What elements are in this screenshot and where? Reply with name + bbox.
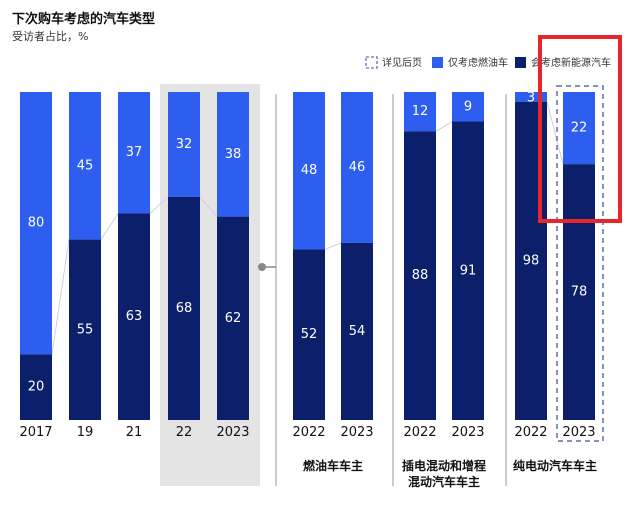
x-tick-label: 2023: [216, 425, 249, 440]
data-label-fuel: 32: [176, 137, 193, 152]
data-label-nev: 78: [571, 285, 588, 300]
bar-segment-nev: [217, 216, 249, 420]
bar-segment-fuel: [20, 92, 52, 355]
group-label: 纯电动汽车车主: [513, 458, 597, 473]
connector-line: [324, 242, 342, 250]
x-tick-label: 2023: [340, 425, 373, 440]
legend-fuel-swatch: [432, 57, 443, 68]
bars-layer: [20, 92, 595, 421]
labels-layer: 20 80 2017 55 45 19 63 37 21 68 32 22 62 38 2023 52 48 20…: [19, 90, 597, 489]
data-label-fuel: 9: [464, 99, 472, 114]
data-label-fuel: 12: [412, 104, 429, 119]
data-label-nev: 55: [77, 322, 94, 337]
data-label-fuel: 37: [126, 145, 143, 160]
data-label-fuel: 80: [28, 216, 45, 231]
connector-lines: [51, 101, 564, 355]
chart-subtitle: 受访者占比，%: [12, 30, 89, 43]
x-tick-label: 2023: [451, 425, 484, 440]
group-label: 插电混动和增程: [402, 458, 486, 473]
data-label-fuel: 38: [225, 147, 242, 162]
data-label-nev: 62: [225, 311, 242, 326]
data-label-fuel: 48: [301, 163, 318, 178]
connector-line: [51, 239, 70, 355]
connector-line: [149, 196, 169, 214]
x-tick-label: 19: [77, 425, 94, 440]
legend-detail-swatch: [365, 56, 378, 69]
bar-segment-fuel: [452, 92, 484, 122]
connector-line: [100, 213, 119, 240]
bar-segment-fuel: [217, 92, 249, 217]
bar-segment-nev: [563, 164, 595, 420]
connector-line: [435, 121, 453, 132]
bar-segment-nev: [20, 354, 52, 420]
data-label-nev: 91: [460, 263, 477, 278]
bar-segment-fuel: [341, 92, 373, 243]
data-label-fuel: 22: [571, 121, 588, 136]
x-tick-label: 2017: [19, 425, 52, 440]
bar-segment-nev: [452, 121, 484, 421]
x-tick-label: 2022: [514, 425, 547, 440]
data-label-nev: 63: [126, 309, 143, 324]
legend-fuel-label: 仅考虑燃油车: [448, 56, 508, 69]
data-label-fuel: 46: [349, 160, 366, 175]
connector-line: [199, 196, 218, 217]
x-tick-label: 2023: [562, 425, 595, 440]
bar-segment-nev: [69, 239, 101, 420]
bar-segment-nev: [168, 196, 200, 420]
legend-nev-swatch: [515, 57, 526, 68]
x-tick-label: 2022: [292, 425, 325, 440]
bar-segment-nev: [404, 131, 436, 421]
bar-segment-fuel: [563, 92, 595, 165]
bar-segment-fuel: [168, 92, 200, 197]
chart-title: 下次购车考虑的汽车类型: [12, 12, 156, 27]
connector-line: [546, 101, 564, 165]
highlight-dashed-box: [556, 85, 604, 442]
data-label-fuel: 3: [527, 90, 535, 105]
data-label-nev: 54: [349, 324, 366, 339]
legend-detail-label: 详见后页: [382, 56, 422, 69]
highlight-red-box: [538, 35, 622, 223]
bar-segment-nev: [118, 213, 150, 420]
data-label-nev: 88: [412, 268, 429, 283]
bar-segment-fuel: [515, 92, 547, 102]
bar-segment-nev: [293, 249, 325, 420]
data-label-fuel: 45: [77, 158, 94, 173]
legend: 详见后页 仅考虑燃油车 会考虑新能源汽车: [365, 56, 611, 69]
data-label-nev: 98: [523, 253, 540, 268]
data-label-nev: 20: [28, 380, 45, 395]
group-label: 混动汽车车主: [408, 474, 480, 489]
bar-segment-fuel: [118, 92, 150, 214]
data-label-nev: 68: [176, 301, 193, 316]
x-tick-label: 22: [176, 425, 193, 440]
bar-segment-fuel: [69, 92, 101, 240]
data-label-nev: 52: [301, 327, 318, 342]
x-tick-label: 2022: [403, 425, 436, 440]
bar-segment-fuel: [404, 92, 436, 132]
x-tick-label: 21: [126, 425, 143, 440]
group-label: 燃油车车主: [303, 458, 363, 473]
legend-nev-label: 会考虑新能源汽车: [531, 56, 611, 69]
bar-segment-fuel: [293, 92, 325, 250]
bar-segment-nev: [341, 242, 373, 420]
